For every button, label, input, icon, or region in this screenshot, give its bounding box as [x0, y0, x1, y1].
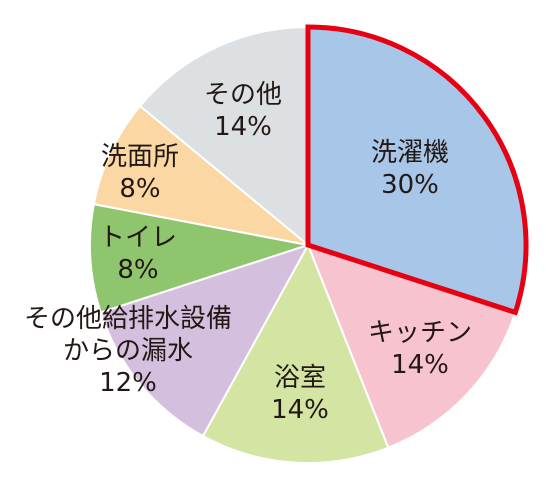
- slice-label-washroom: 洗面所: [101, 142, 179, 172]
- pie-slice-other: [138, 25, 309, 248]
- pie-slice-other-plumbing: [99, 243, 311, 438]
- slice-label-other-plumbing-line-1: その他給排水設備: [24, 304, 232, 334]
- slice-label-bathroom: 浴室: [274, 363, 326, 393]
- slice-value-washing-machine: 30%: [381, 170, 439, 200]
- slice-label-toilet: トイレ: [99, 223, 177, 253]
- slice-value-washroom: 8%: [119, 174, 160, 204]
- pie-slice-toilet: [89, 202, 309, 314]
- slice-label-other: その他: [204, 80, 282, 110]
- pie-slice-bathroom: [201, 242, 390, 464]
- slice-label-kitchen: キッチン: [368, 318, 472, 348]
- slice-label-washing-machine: 洗濯機: [371, 138, 449, 168]
- pie-slice-washroom: [92, 104, 309, 246]
- slice-label-other-plumbing-line-2: からの漏水: [63, 336, 193, 366]
- slice-value-bathroom: 14%: [271, 395, 329, 425]
- slice-value-kitchen: 14%: [391, 350, 449, 380]
- slice-value-toilet: 8%: [117, 255, 158, 285]
- slice-value-other: 14%: [214, 112, 272, 142]
- slice-value-other-plumbing: 12%: [99, 368, 157, 398]
- highlight-outline: [305, 24, 529, 316]
